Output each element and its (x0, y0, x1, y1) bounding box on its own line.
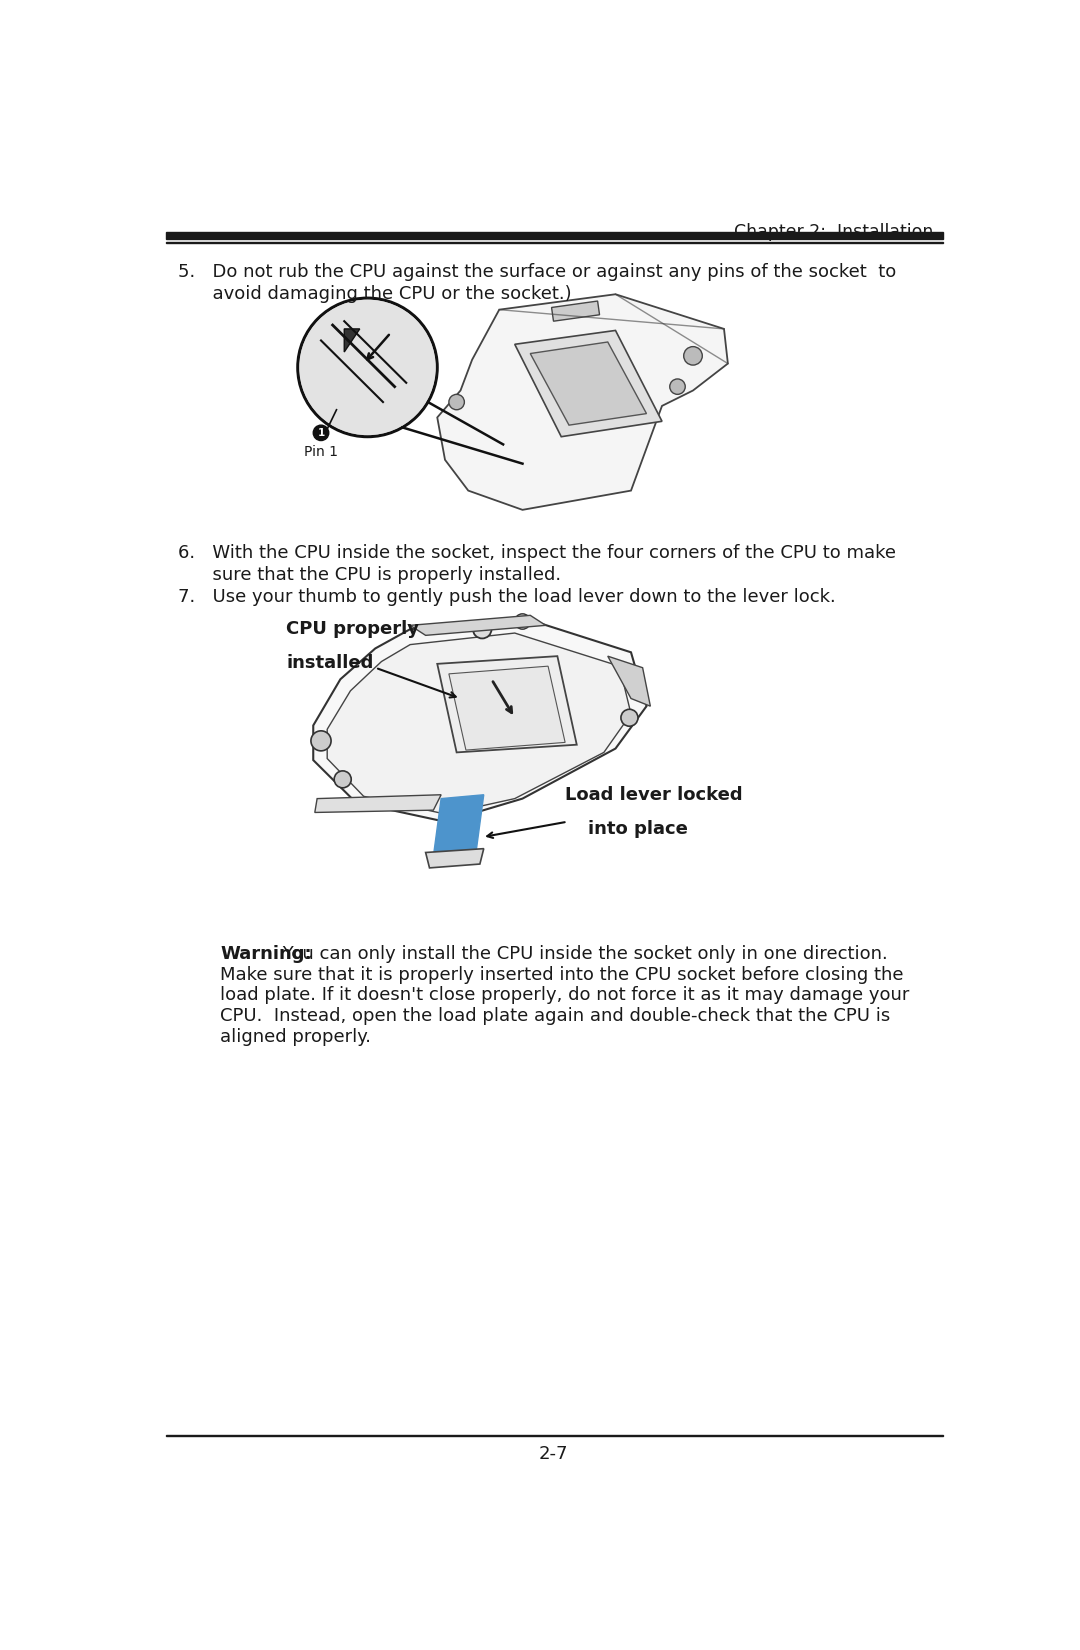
Text: Load lever locked: Load lever locked (565, 785, 743, 804)
Polygon shape (410, 615, 545, 635)
Polygon shape (515, 330, 662, 437)
Text: aligned properly.: aligned properly. (220, 1028, 372, 1046)
Text: Pin 1: Pin 1 (303, 446, 338, 459)
Text: into place: into place (589, 820, 688, 838)
Text: installed: installed (286, 653, 374, 672)
Bar (166, 233, 943, 239)
Text: 6.   With the CPU inside the socket, inspect the four corners of the CPU to make: 6. With the CPU inside the socket, inspe… (177, 544, 895, 563)
Text: Make sure that it is properly inserted into the CPU socket before closing the: Make sure that it is properly inserted i… (220, 965, 904, 983)
Circle shape (449, 394, 464, 409)
Bar (552, 300, 599, 322)
Text: load plate. If it doesn't close properly, do not force it as it may damage your: load plate. If it doesn't close properly… (220, 987, 909, 1005)
Polygon shape (449, 667, 565, 751)
Polygon shape (327, 634, 631, 813)
Polygon shape (530, 342, 647, 426)
Circle shape (311, 731, 332, 751)
Circle shape (515, 614, 530, 629)
Polygon shape (437, 657, 577, 752)
Text: CPU properly: CPU properly (286, 620, 419, 639)
Polygon shape (314, 795, 441, 812)
Polygon shape (345, 328, 360, 351)
Bar (166, 241, 943, 244)
Circle shape (334, 771, 351, 787)
Circle shape (684, 346, 702, 365)
Circle shape (299, 300, 435, 436)
Polygon shape (437, 294, 728, 510)
Text: 7.   Use your thumb to gently push the load lever down to the lever lock.: 7. Use your thumb to gently push the loa… (177, 589, 835, 607)
Polygon shape (433, 795, 484, 856)
Circle shape (313, 426, 328, 441)
Circle shape (670, 380, 685, 394)
Text: 2-7: 2-7 (539, 1445, 568, 1464)
Text: Warning:: Warning: (220, 945, 312, 964)
Text: CPU.  Instead, open the load plate again and double-check that the CPU is: CPU. Instead, open the load plate again … (220, 1006, 891, 1025)
Circle shape (473, 620, 491, 639)
Text: Chapter 2:  Installation: Chapter 2: Installation (734, 223, 933, 241)
Text: 1: 1 (318, 427, 325, 437)
Text: 5.   Do not rub the CPU against the surface or against any pins of the socket  t: 5. Do not rub the CPU against the surfac… (177, 264, 896, 282)
Polygon shape (608, 657, 650, 706)
Text: avoid damaging the CPU or the socket.): avoid damaging the CPU or the socket.) (177, 285, 571, 304)
Polygon shape (313, 617, 647, 822)
Polygon shape (426, 848, 484, 868)
Text: You can only install the CPU inside the socket only in one direction.: You can only install the CPU inside the … (276, 945, 888, 964)
Text: sure that the CPU is properly installed.: sure that the CPU is properly installed. (177, 566, 561, 584)
Circle shape (621, 710, 638, 726)
